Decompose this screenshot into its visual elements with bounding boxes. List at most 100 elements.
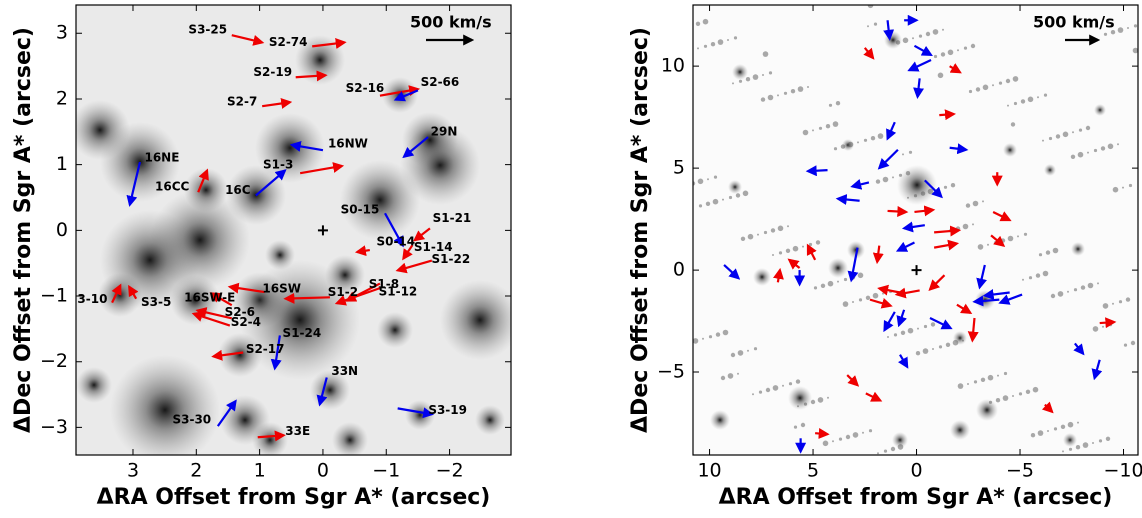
star — [897, 444, 904, 450]
star — [1027, 96, 1034, 103]
x-tick-label: 1 — [254, 460, 266, 482]
star — [840, 144, 846, 149]
star — [812, 129, 814, 132]
plot-area — [693, 5, 1138, 455]
x-tick-label: 10 — [697, 460, 721, 482]
star — [1108, 323, 1113, 327]
star — [753, 347, 758, 351]
sgr-a-marker — [911, 265, 922, 276]
star — [1123, 343, 1128, 347]
star — [252, 422, 288, 455]
star — [475, 405, 505, 435]
star — [852, 432, 859, 438]
star — [760, 97, 766, 102]
star — [915, 351, 921, 356]
star — [758, 390, 763, 394]
velocity-arrow — [872, 245, 884, 265]
star — [295, 35, 345, 85]
star — [970, 43, 976, 49]
velocity-arrow — [907, 59, 932, 72]
velocity-arrow — [1041, 401, 1054, 414]
velocity-arrow — [850, 179, 870, 190]
star — [802, 245, 804, 248]
star — [727, 373, 734, 379]
star-label: S2-4 — [231, 315, 261, 329]
velocity-arrow — [283, 292, 330, 304]
star — [925, 31, 931, 37]
x-tick-label: 5 — [807, 460, 819, 482]
star — [980, 377, 986, 382]
star — [1132, 47, 1138, 54]
star — [857, 272, 864, 279]
star — [810, 399, 816, 405]
star — [1130, 340, 1136, 346]
star — [875, 179, 881, 184]
x-tick-label: 0 — [317, 460, 329, 482]
star — [863, 138, 868, 142]
star — [708, 335, 713, 339]
star — [868, 429, 873, 433]
x-axis-label: ΔRA Offset from Sgr A* (arcsec) — [719, 485, 1113, 510]
star — [1038, 253, 1043, 257]
star — [732, 64, 748, 80]
star — [952, 339, 959, 346]
star — [1133, 24, 1138, 28]
star — [912, 37, 914, 40]
velocity-arrow — [384, 212, 404, 248]
velocity-arrow — [883, 20, 895, 41]
x-axis-label: ΔRA Offset from Sgr A* (arcsec) — [97, 485, 491, 510]
star — [883, 449, 888, 453]
velocity-arrow — [191, 311, 231, 327]
star — [1118, 300, 1123, 304]
velocity-arrow — [869, 297, 893, 309]
star — [1112, 186, 1119, 193]
velocity-arrow — [846, 374, 860, 387]
velocity-arrow — [805, 165, 828, 177]
star — [1053, 427, 1058, 431]
y-tick-label: 10 — [661, 55, 685, 77]
star — [913, 194, 918, 198]
star — [1013, 101, 1018, 106]
star — [1022, 278, 1024, 281]
velocity-arrow — [967, 317, 979, 343]
star — [1028, 276, 1033, 280]
velocity-arrow — [939, 109, 956, 121]
star — [783, 91, 788, 95]
star — [852, 301, 854, 303]
star — [907, 196, 909, 199]
star — [1077, 421, 1079, 424]
star — [727, 39, 729, 41]
star — [763, 230, 768, 235]
axes-frame — [692, 4, 1139, 456]
star — [1000, 238, 1006, 243]
star — [1042, 270, 1049, 277]
star — [982, 200, 984, 203]
star-label: S1-21 — [433, 211, 472, 225]
star-label: S1-24 — [283, 326, 322, 340]
star — [1007, 104, 1009, 107]
star-label: S0-15 — [341, 203, 380, 217]
star — [787, 225, 789, 228]
star — [827, 280, 834, 287]
star — [767, 94, 774, 101]
star — [440, 280, 511, 360]
velocity-arrow — [395, 259, 433, 274]
velocity-arrow — [815, 428, 830, 439]
star — [377, 312, 413, 348]
velocity-arrow — [887, 205, 909, 217]
star — [702, 337, 704, 340]
star — [712, 198, 719, 205]
star — [965, 203, 971, 208]
y-axis-label: ΔDec Offset from Sgr A* (arcsec) — [628, 27, 653, 433]
star — [1044, 164, 1056, 176]
velocity-arrow — [316, 377, 328, 407]
star — [835, 101, 841, 106]
star — [930, 322, 936, 327]
star — [1062, 131, 1069, 138]
star — [917, 327, 919, 330]
star — [100, 210, 200, 310]
star — [957, 383, 964, 389]
velocity-arrow — [255, 169, 287, 197]
star-label: S1-3 — [263, 158, 293, 172]
star — [1071, 242, 1085, 256]
